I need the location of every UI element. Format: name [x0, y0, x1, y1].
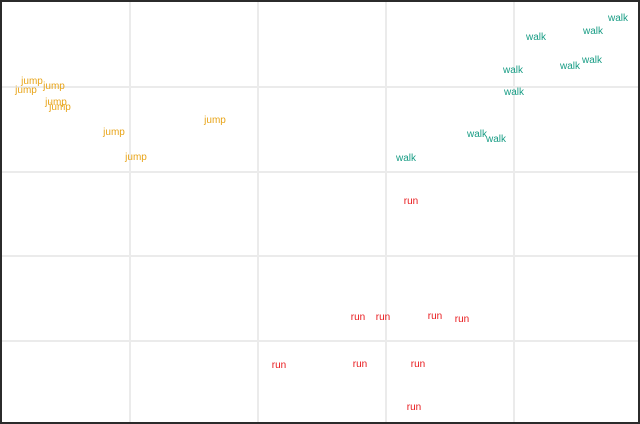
point-label-jump: jump [103, 127, 125, 138]
vertical-gridline [513, 2, 515, 422]
point-label-walk: walk [559, 61, 581, 72]
vertical-gridline [129, 2, 131, 422]
point-label-walk: walk [581, 55, 603, 66]
point-label-walk: walk [582, 26, 604, 37]
point-label-jump: jump [49, 102, 71, 113]
point-label-run: run [427, 311, 443, 322]
point-label-run: run [454, 314, 470, 325]
point-label-jump: jump [45, 97, 67, 108]
point-label-jump: jump [15, 85, 37, 96]
point-label-walk: walk [503, 87, 525, 98]
horizontal-gridline [2, 340, 638, 342]
horizontal-gridline [2, 255, 638, 257]
point-label-walk: walk [502, 65, 524, 76]
vertical-gridline [257, 2, 259, 422]
point-label-walk: walk [466, 129, 488, 140]
point-label-run: run [352, 359, 368, 370]
point-label-jump: jump [125, 152, 147, 163]
horizontal-gridline [2, 86, 638, 88]
point-label-jump: jump [43, 81, 65, 92]
point-label-run: run [410, 359, 426, 370]
horizontal-gridline [2, 171, 638, 173]
point-label-walk: walk [395, 153, 417, 164]
point-label-jump: jump [204, 115, 226, 126]
vertical-gridline [385, 2, 387, 422]
point-label-jump: jump [21, 76, 43, 87]
point-label-walk: walk [525, 32, 547, 43]
point-label-walk: walk [607, 13, 629, 24]
point-label-run: run [406, 402, 422, 413]
point-label-run: run [350, 312, 366, 323]
point-label-run: run [403, 196, 419, 207]
point-label-run: run [271, 360, 287, 371]
point-label-walk: walk [485, 134, 507, 145]
point-label-run: run [375, 312, 391, 323]
